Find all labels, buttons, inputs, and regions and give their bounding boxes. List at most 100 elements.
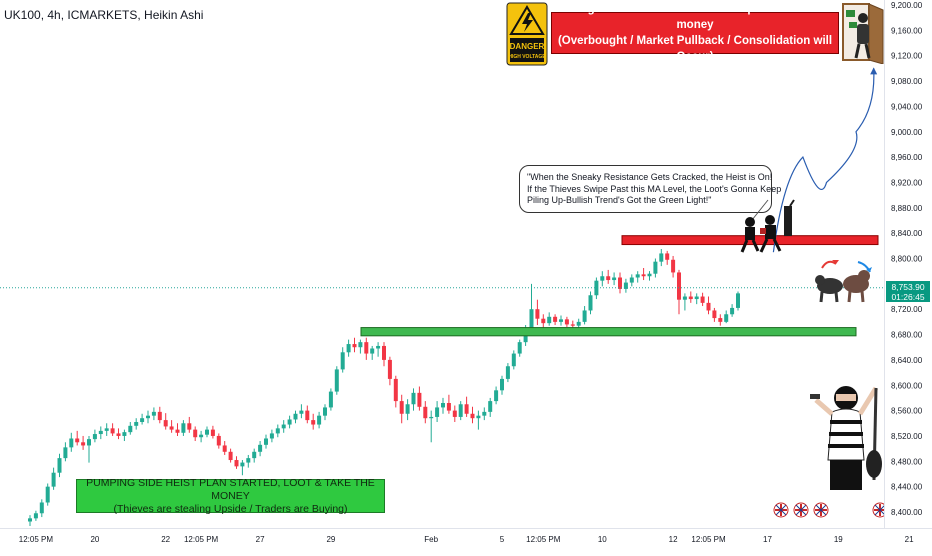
candle: [647, 271, 652, 281]
candle: [234, 456, 239, 469]
candle: [334, 366, 339, 395]
candle: [134, 418, 139, 430]
price-tick-label: 8,840.00: [891, 229, 923, 238]
candle: [600, 271, 605, 287]
chart-title: UK100, 4h, ICMARKETS, Heikin Ashi: [4, 8, 204, 22]
candle: [323, 404, 327, 421]
candle: [228, 448, 233, 463]
support-zone[interactable]: [360, 327, 857, 337]
price-tick-label: 8,560.00: [891, 407, 923, 416]
candle: [346, 339, 351, 357]
candle: [275, 424, 280, 438]
candle: [629, 274, 634, 287]
time-axis[interactable]: 12:05 PM 20 22 12:05 PM 27 29 Feb 5 12:05 PM 10 12…: [0, 528, 932, 551]
candle: [700, 292, 705, 307]
candle: [594, 277, 599, 300]
candle: [39, 499, 44, 518]
time-tick-label: 20: [90, 535, 99, 544]
price-tick-label: 9,040.00: [891, 102, 923, 111]
projection-arrowhead: [870, 67, 878, 75]
time-tick-label: 21: [905, 535, 914, 544]
candle: [529, 283, 534, 332]
candle: [517, 339, 522, 357]
candle: [205, 426, 209, 438]
candle: [452, 405, 457, 423]
price-tick-label: 8,920.00: [891, 178, 923, 187]
candle: [429, 410, 434, 443]
candle: [199, 430, 204, 443]
candle: [653, 258, 658, 278]
candle: [87, 435, 91, 463]
candle: [570, 320, 575, 329]
candle: [45, 483, 50, 506]
price-tick-label: 9,160.00: [891, 26, 923, 35]
heist-callout: "When the Sneaky Resistance Gets Cracked…: [519, 165, 781, 213]
candle: [535, 299, 540, 326]
price-tick-label: 8,680.00: [891, 331, 923, 340]
candle: [606, 269, 611, 284]
candle: [688, 291, 693, 303]
time-tick-label: 12: [669, 535, 678, 544]
time-tick-label: 10: [598, 535, 607, 544]
thieves-running-icon: [740, 199, 795, 253]
candle: [470, 406, 475, 424]
candle: [92, 429, 97, 443]
candle: [500, 375, 504, 395]
candle: [677, 269, 681, 315]
time-tick-label: 12:05 PM: [691, 535, 726, 544]
heist-plan-line1: PUMPING SIDE HEIST PLAN STARTED, LOOT & …: [86, 476, 375, 502]
candle: [281, 420, 286, 433]
candle: [252, 448, 257, 463]
time-tick-label: 19: [834, 535, 843, 544]
price-tick-label: 9,080.00: [891, 77, 923, 86]
candle: [328, 388, 333, 411]
candle: [488, 397, 493, 417]
time-tick-label: 22: [161, 535, 170, 544]
candle: [405, 399, 410, 421]
price-tick-label: 8,880.00: [891, 204, 923, 213]
candle: [163, 413, 168, 430]
candle: [399, 394, 404, 424]
candle: [393, 375, 398, 408]
candle: [352, 337, 357, 353]
price-tick-label: 9,120.00: [891, 52, 923, 61]
candle: [641, 268, 646, 281]
candle: [564, 316, 569, 327]
candle: [423, 401, 428, 424]
candle: [476, 410, 481, 430]
escape-warning-banner: Dangerous Level to steal so escape with …: [551, 3, 839, 63]
price-tick-label: 8,960.00: [891, 153, 923, 162]
uk-event-marker-1[interactable]: [773, 502, 789, 518]
candle: [494, 386, 499, 405]
candle: [665, 250, 670, 265]
candle: [441, 397, 445, 414]
price-tick-label: 8,720.00: [891, 305, 923, 314]
current-price-tag: 8,753.90 01:26:45: [886, 281, 930, 302]
escaping-thief-icon: [842, 3, 884, 64]
time-tick-label: 17: [763, 535, 772, 544]
price-tick-label: 8,400.00: [891, 508, 923, 517]
candle: [69, 432, 74, 452]
candle: [210, 425, 215, 439]
candle: [712, 307, 717, 322]
candle: [311, 413, 316, 430]
candle: [181, 420, 186, 436]
price-axis[interactable]: 9,200.00 9,160.00 9,120.00 9,080.00 9,040.00…: [884, 0, 932, 528]
robber-character-icon: [810, 386, 882, 490]
danger-sign-icon: DANGER HIGH VOLTAGE: [506, 2, 548, 66]
uk-event-marker-2[interactable]: [793, 502, 809, 518]
candle: [33, 510, 38, 521]
time-tick-label: 12:05 PM: [184, 535, 219, 544]
candle: [582, 306, 587, 325]
candle: [299, 404, 304, 419]
candle: [724, 310, 729, 324]
time-tick-label: 12:05 PM: [19, 535, 54, 544]
candles-group: [28, 248, 740, 526]
candle: [293, 410, 298, 424]
time-tick-label: 29: [326, 535, 335, 544]
price-tick-label: 9,200.00: [891, 1, 923, 10]
candle: [193, 426, 198, 442]
candle: [57, 453, 62, 478]
uk-event-marker-3[interactable]: [813, 502, 829, 518]
